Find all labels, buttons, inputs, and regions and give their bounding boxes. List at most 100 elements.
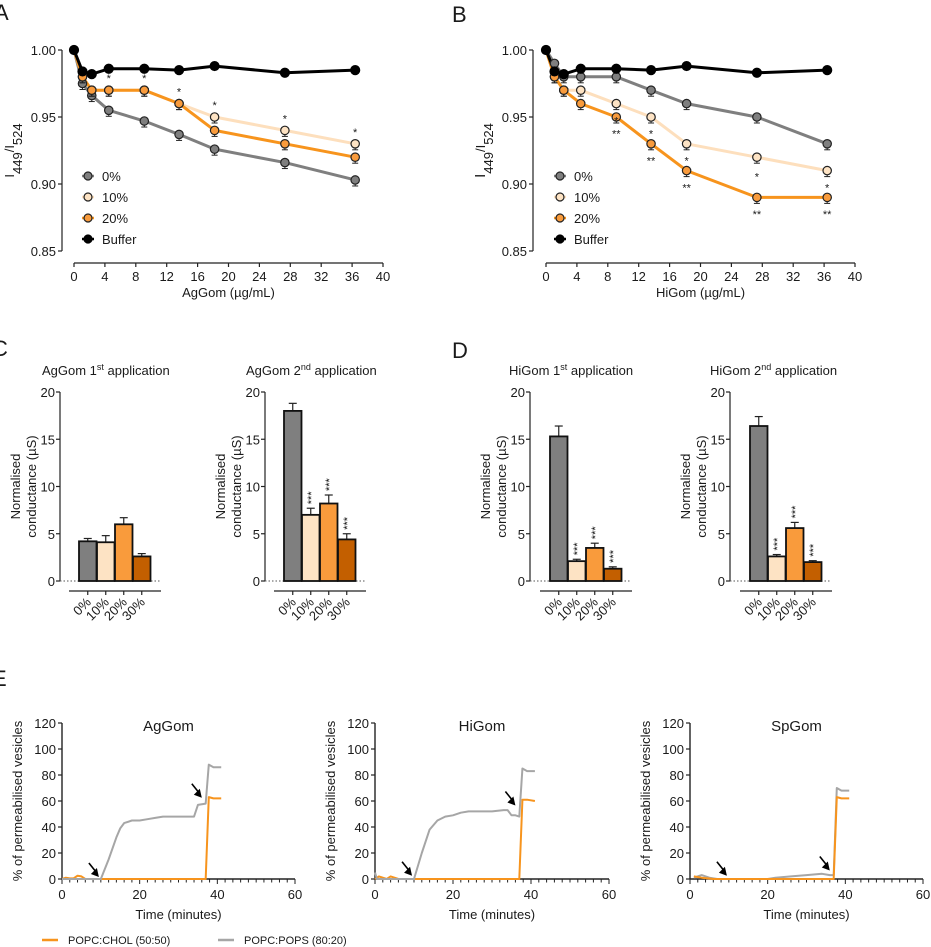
bar-30pct [803,561,823,582]
data-point-buffer [751,67,762,78]
arrow-head [718,866,727,876]
significance-marker: ** [823,209,832,221]
x-tick-label: 0 [371,887,378,902]
x-tick-label: 20 [221,269,235,284]
x-tick-label: 0 [686,887,693,902]
x-tick-label: 16 [190,269,204,284]
legend-swatch-marker [83,213,93,223]
data-point-buffer [103,63,114,74]
data-point-10pct [681,139,692,149]
data-point-20pct [350,152,360,162]
data-point-20pct [139,85,150,95]
x-tick-label: 8 [132,269,139,284]
panel-label-a: A [0,0,9,25]
title-superscript: st [97,362,105,372]
x-tick-label: 28 [755,269,769,284]
title-text: application [311,363,377,378]
arrow-head [507,796,516,806]
bar-10pct [567,560,587,582]
y-tick-label: 15 [511,432,525,447]
x-tick-label: 36 [817,269,831,284]
chart-title: SpGom [771,718,822,735]
y-tick-label: 0 [253,574,260,589]
data-point-0pct [575,72,586,82]
legend-label: Buffer [574,232,609,247]
significance-marker: * [283,113,288,125]
y-tick-label: 5 [253,527,260,542]
arrow-head [404,866,413,876]
data-point-buffer [540,44,552,56]
arrow-head [193,788,202,798]
legend-label: 10% [102,190,128,205]
significance-marker: *** [572,542,584,556]
data-point-20pct [280,139,290,149]
y-tick-label: 0.95 [502,110,527,125]
significance-marker: * [755,172,760,184]
y-tick-label: 20 [670,846,684,861]
data-point-buffer [681,60,692,72]
y-label-line: conductance (µS) [694,435,709,537]
y-tick-label: 60 [670,794,684,809]
chart-title: AgGom 2nd application [246,362,377,378]
significance-marker: *** [772,537,784,551]
x-tick-label: 20 [132,887,146,902]
data-point-0pct [209,144,220,154]
y-tick-label: 0.85 [31,244,56,259]
y-tick-label: 10 [711,480,725,495]
data-point-20pct [86,85,97,95]
x-tick-label: 36 [345,269,359,284]
x-tick-label: 32 [786,269,800,284]
x-tick-label: 28 [283,269,297,284]
data-point-0pct [549,58,560,69]
y-axis-label: I449/I524 [472,123,496,178]
y-tick-label: 0 [49,872,56,887]
chart-title: HiGom [459,718,506,735]
bar-0pct [78,540,98,582]
series-line-popc-chol [374,798,536,880]
y-tick-label: 20 [511,385,525,400]
y-tick-label: 0 [362,872,369,887]
y-axis-label: Normalisedconductance (µS) [213,435,244,537]
title-superscript: nd [761,362,771,372]
y-axis-label: % of permeabilised vesicles [638,720,653,881]
x-tick-label: 4 [573,269,580,284]
y-tick-label: 0 [48,574,55,589]
data-point-buffer [549,66,560,77]
series-line-popc-chol [693,796,850,880]
significance-marker: *** [808,543,820,557]
y-tick-label: 1.00 [502,43,527,58]
y-label-line: conductance (µS) [494,435,509,537]
significance-marker: *** [790,505,802,519]
x-tick-label: 12 [631,269,645,284]
chart-panel-c-first-application: AgGom 1st application 0 5 10 15 20 Normalisedc… [8,362,170,624]
y-tick-label: 100 [662,742,684,757]
y-tick-label: 1.00 [31,43,56,58]
legend-label: POPC:CHOL (50:50) [68,935,170,947]
y-tick-label: 5 [48,527,55,542]
arrow-head [821,861,830,871]
y-tick-label: 0.90 [31,177,56,192]
data-point-0pct [752,112,762,122]
y-tick-label: 120 [662,716,684,731]
data-point-20pct [646,139,656,149]
significance-marker: ** [753,209,762,221]
data-point-20pct [752,192,762,203]
data-point-0pct [103,105,114,116]
bar-0pct [549,435,569,582]
title-text: application [771,363,837,378]
x-axis-label: Time (minutes) [135,907,221,922]
x-tick-label: 60 [916,887,930,902]
panel-label-e: E [0,666,7,691]
data-point-0pct [681,98,692,109]
y-label-line: Normalised [8,454,23,520]
y-label-line: Normalised [213,454,228,520]
x-tick-label: 24 [724,269,738,284]
title-text: application [567,363,633,378]
significance-marker: *** [324,477,336,491]
data-point-buffer [350,64,361,76]
x-axis-label: Time (minutes) [449,907,535,922]
legend-label: 0% [574,169,593,184]
y-tick-label: 80 [42,768,56,783]
x-axis-label: AgGom (µg/mL) [182,285,275,300]
y-tick-label: 100 [347,742,369,757]
